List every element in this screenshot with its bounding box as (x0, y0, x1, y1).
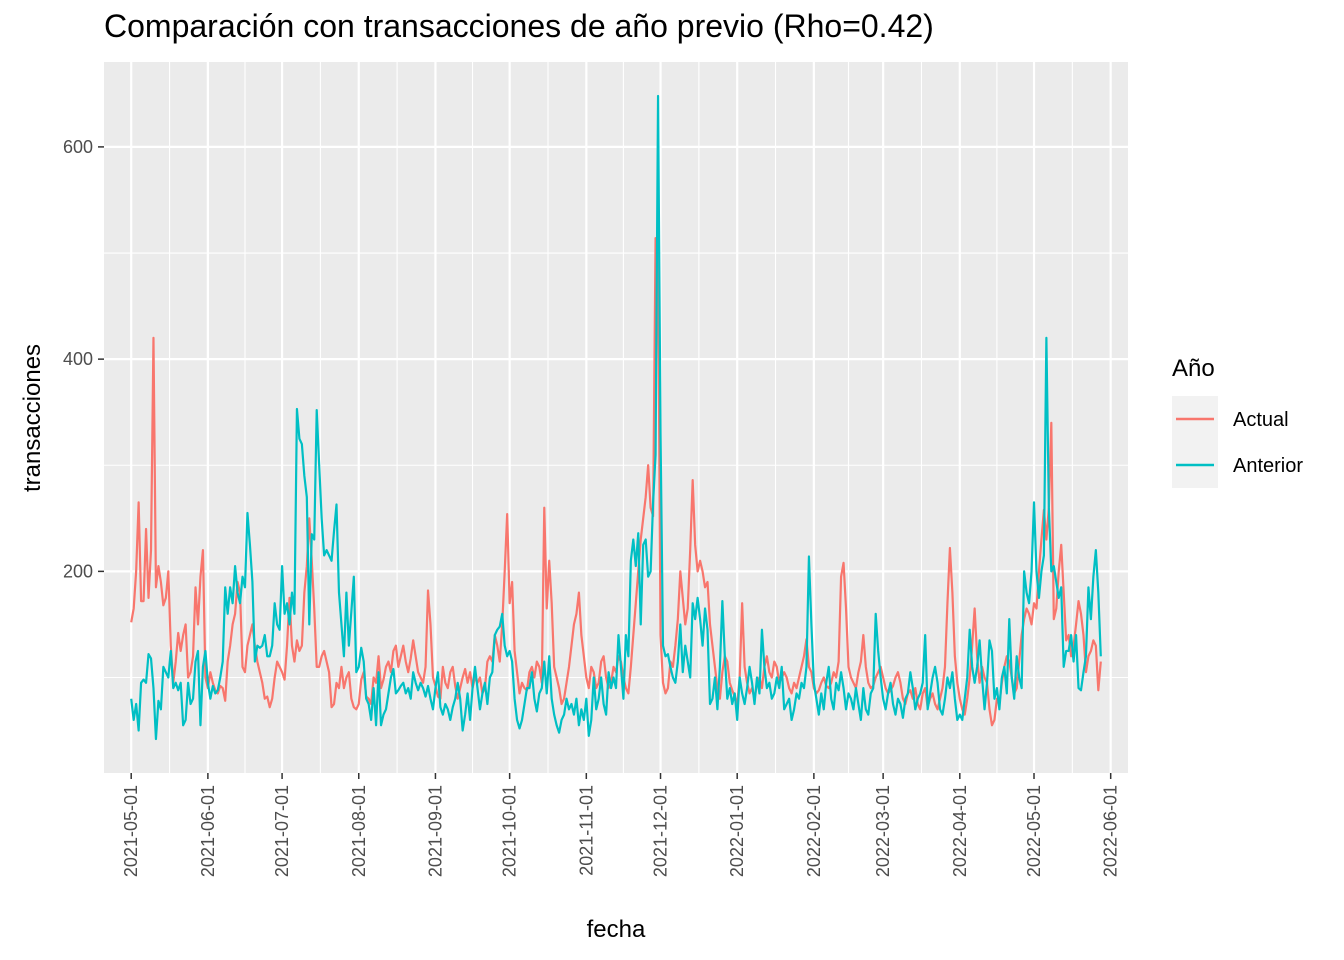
x-tick-label: 2022-05-01 (1024, 785, 1044, 877)
x-tick-label: 2021-10-01 (500, 785, 520, 877)
x-tick-label: 2022-02-01 (804, 785, 824, 877)
series-layer (130, 94, 1102, 741)
x-tick-label: 2021-12-01 (651, 785, 671, 877)
legend: Año Actual Anterior (1172, 355, 1303, 488)
x-tick-label: 2021-11-01 (576, 785, 596, 876)
y-tick-label: 600 (63, 137, 93, 157)
legend-label-anterior: Anterior (1233, 455, 1303, 477)
x-tick-label: 2022-01-01 (727, 785, 747, 877)
x-tick-label: 2022-06-01 (1101, 785, 1121, 877)
y-axis: 200 400 600 (63, 137, 104, 581)
grid-major (104, 62, 1128, 773)
y-tick-label: 400 (63, 349, 93, 369)
x-tick-label: 2021-09-01 (425, 785, 445, 877)
x-tick-label: 2021-05-01 (121, 785, 141, 877)
x-tick-label: 2022-03-01 (873, 785, 893, 877)
chart-title: Comparación con transacciones de año pre… (104, 8, 934, 44)
legend-title: Año (1172, 355, 1215, 382)
series-line-anterior (130, 94, 1102, 741)
x-tick-label: 2022-04-01 (950, 785, 970, 877)
x-tick-label: 2021-06-01 (198, 785, 218, 877)
x-axis: 2021-05-01 2021-06-01 2021-07-01 2021-08-01… (121, 773, 1121, 877)
plot-panel (104, 62, 1128, 773)
y-axis-title: transacciones (19, 344, 46, 492)
x-tick-label: 2021-08-01 (349, 785, 369, 877)
x-tick-label: 2021-07-01 (272, 785, 292, 877)
legend-label-actual: Actual (1233, 409, 1289, 431)
y-tick-label: 200 (63, 561, 93, 581)
x-axis-title: fecha (587, 916, 646, 943)
grid-minor (104, 62, 1128, 773)
